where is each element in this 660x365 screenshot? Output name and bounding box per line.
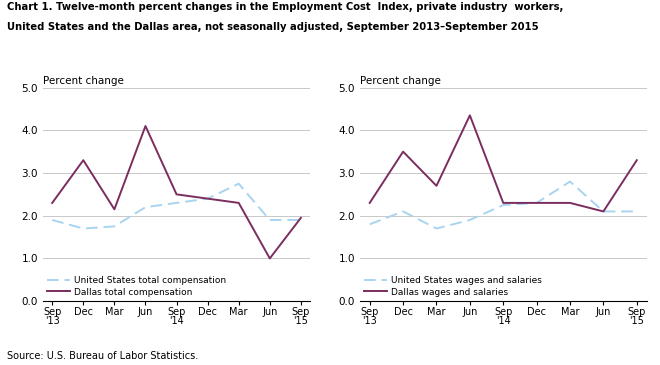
Text: Percent change: Percent change [43,76,124,86]
Text: Percent change: Percent change [360,76,441,86]
Legend: United States wages and salaries, Dallas wages and salaries: United States wages and salaries, Dallas… [364,276,542,297]
Text: United States and the Dallas area, not seasonally adjusted, September 2013–Septe: United States and the Dallas area, not s… [7,22,538,32]
Text: Source: U.S. Bureau of Labor Statistics.: Source: U.S. Bureau of Labor Statistics. [7,351,198,361]
Legend: United States total compensation, Dallas total compensation: United States total compensation, Dallas… [48,276,226,297]
Text: Chart 1. Twelve-month percent changes in the Employment Cost  Index, private ind: Chart 1. Twelve-month percent changes in… [7,2,563,12]
